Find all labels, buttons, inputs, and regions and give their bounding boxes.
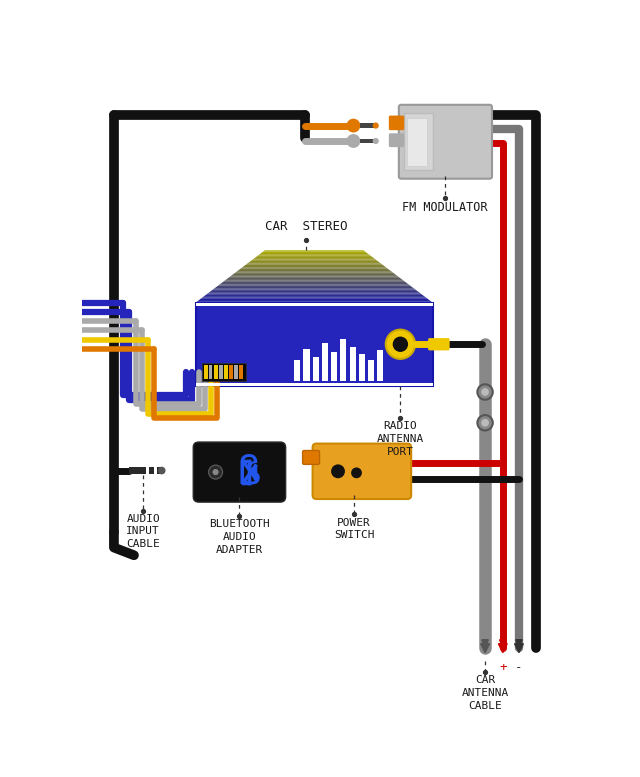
FancyBboxPatch shape	[389, 116, 404, 131]
Circle shape	[477, 415, 493, 430]
Circle shape	[158, 467, 166, 475]
Text: AUDIO
INPUT
CABLE: AUDIO INPUT CABLE	[126, 514, 160, 549]
Bar	[147, 467, 149, 475]
Bar	[368, 360, 374, 382]
Circle shape	[372, 138, 379, 144]
Polygon shape	[221, 282, 407, 283]
Circle shape	[477, 385, 493, 399]
Circle shape	[351, 468, 362, 478]
Bar	[209, 365, 212, 379]
Circle shape	[481, 419, 489, 427]
Text: POWER
SWITCH: POWER SWITCH	[334, 517, 374, 540]
Polygon shape	[239, 269, 389, 270]
Bar	[196, 303, 433, 306]
Polygon shape	[208, 292, 420, 294]
Bar	[322, 343, 328, 382]
Polygon shape	[220, 283, 408, 284]
Text: CAR  STEREO: CAR STEREO	[265, 221, 348, 233]
Polygon shape	[211, 290, 417, 291]
Circle shape	[481, 388, 489, 395]
Bar	[359, 354, 365, 382]
FancyBboxPatch shape	[428, 338, 450, 350]
Polygon shape	[228, 277, 400, 278]
FancyBboxPatch shape	[312, 444, 411, 499]
Polygon shape	[244, 265, 384, 266]
Polygon shape	[263, 250, 365, 252]
Text: BLUETOOTH
AUDIO
ADAPTER: BLUETOOTH AUDIO ADAPTER	[209, 519, 270, 555]
Bar	[378, 350, 383, 382]
Text: CAR
ANTENNA
CABLE: CAR ANTENNA CABLE	[461, 675, 509, 711]
Polygon shape	[197, 300, 431, 301]
Bar	[312, 357, 319, 382]
Text: +: +	[499, 661, 506, 674]
Polygon shape	[230, 275, 398, 277]
Polygon shape	[232, 274, 396, 275]
Bar	[340, 339, 346, 382]
Polygon shape	[237, 270, 391, 271]
Bar	[196, 383, 433, 386]
Circle shape	[209, 465, 223, 479]
Polygon shape	[223, 280, 405, 282]
FancyBboxPatch shape	[389, 134, 404, 147]
Bar	[360, 138, 374, 143]
Polygon shape	[253, 258, 376, 260]
Circle shape	[346, 134, 360, 148]
Polygon shape	[227, 278, 401, 279]
Bar	[202, 363, 246, 382]
Bar	[331, 352, 337, 382]
Bar	[239, 365, 243, 379]
Circle shape	[386, 329, 415, 359]
Bar	[129, 467, 162, 475]
Circle shape	[212, 469, 219, 476]
Circle shape	[331, 465, 345, 478]
Bar	[303, 349, 310, 382]
Polygon shape	[243, 266, 386, 267]
Polygon shape	[202, 296, 426, 298]
Polygon shape	[241, 267, 388, 269]
FancyBboxPatch shape	[303, 451, 319, 465]
Polygon shape	[209, 291, 419, 292]
Circle shape	[372, 123, 379, 129]
Bar	[234, 365, 238, 379]
Polygon shape	[213, 288, 415, 290]
Bar	[224, 365, 228, 379]
Bar	[204, 365, 208, 379]
Bar	[360, 124, 374, 128]
Bar	[404, 113, 433, 170]
Bar	[154, 467, 157, 475]
Polygon shape	[214, 287, 413, 288]
Bar	[294, 360, 300, 382]
Text: ß: ß	[237, 453, 262, 491]
Circle shape	[346, 119, 360, 133]
Polygon shape	[216, 286, 412, 287]
Polygon shape	[260, 253, 369, 254]
Polygon shape	[225, 279, 403, 280]
Polygon shape	[248, 262, 381, 263]
FancyBboxPatch shape	[399, 105, 492, 179]
Bar	[219, 365, 223, 379]
Bar	[214, 365, 218, 379]
Text: RADIO
ANTENNA
PORT: RADIO ANTENNA PORT	[377, 421, 424, 457]
Polygon shape	[258, 254, 371, 256]
Polygon shape	[256, 256, 372, 257]
FancyBboxPatch shape	[193, 442, 285, 502]
Polygon shape	[249, 261, 379, 262]
Bar	[407, 118, 428, 166]
Text: FM MODULATOR: FM MODULATOR	[403, 201, 488, 214]
Polygon shape	[236, 271, 393, 273]
Polygon shape	[199, 298, 429, 300]
Text: -: -	[515, 661, 523, 674]
Circle shape	[393, 336, 408, 352]
Polygon shape	[255, 257, 374, 258]
Polygon shape	[261, 252, 367, 253]
Bar	[228, 365, 232, 379]
Bar	[196, 303, 433, 386]
Polygon shape	[204, 294, 424, 296]
Polygon shape	[234, 273, 395, 274]
Polygon shape	[251, 260, 378, 261]
Polygon shape	[196, 301, 433, 303]
Polygon shape	[246, 263, 383, 265]
Bar	[349, 347, 356, 382]
Polygon shape	[218, 284, 410, 286]
